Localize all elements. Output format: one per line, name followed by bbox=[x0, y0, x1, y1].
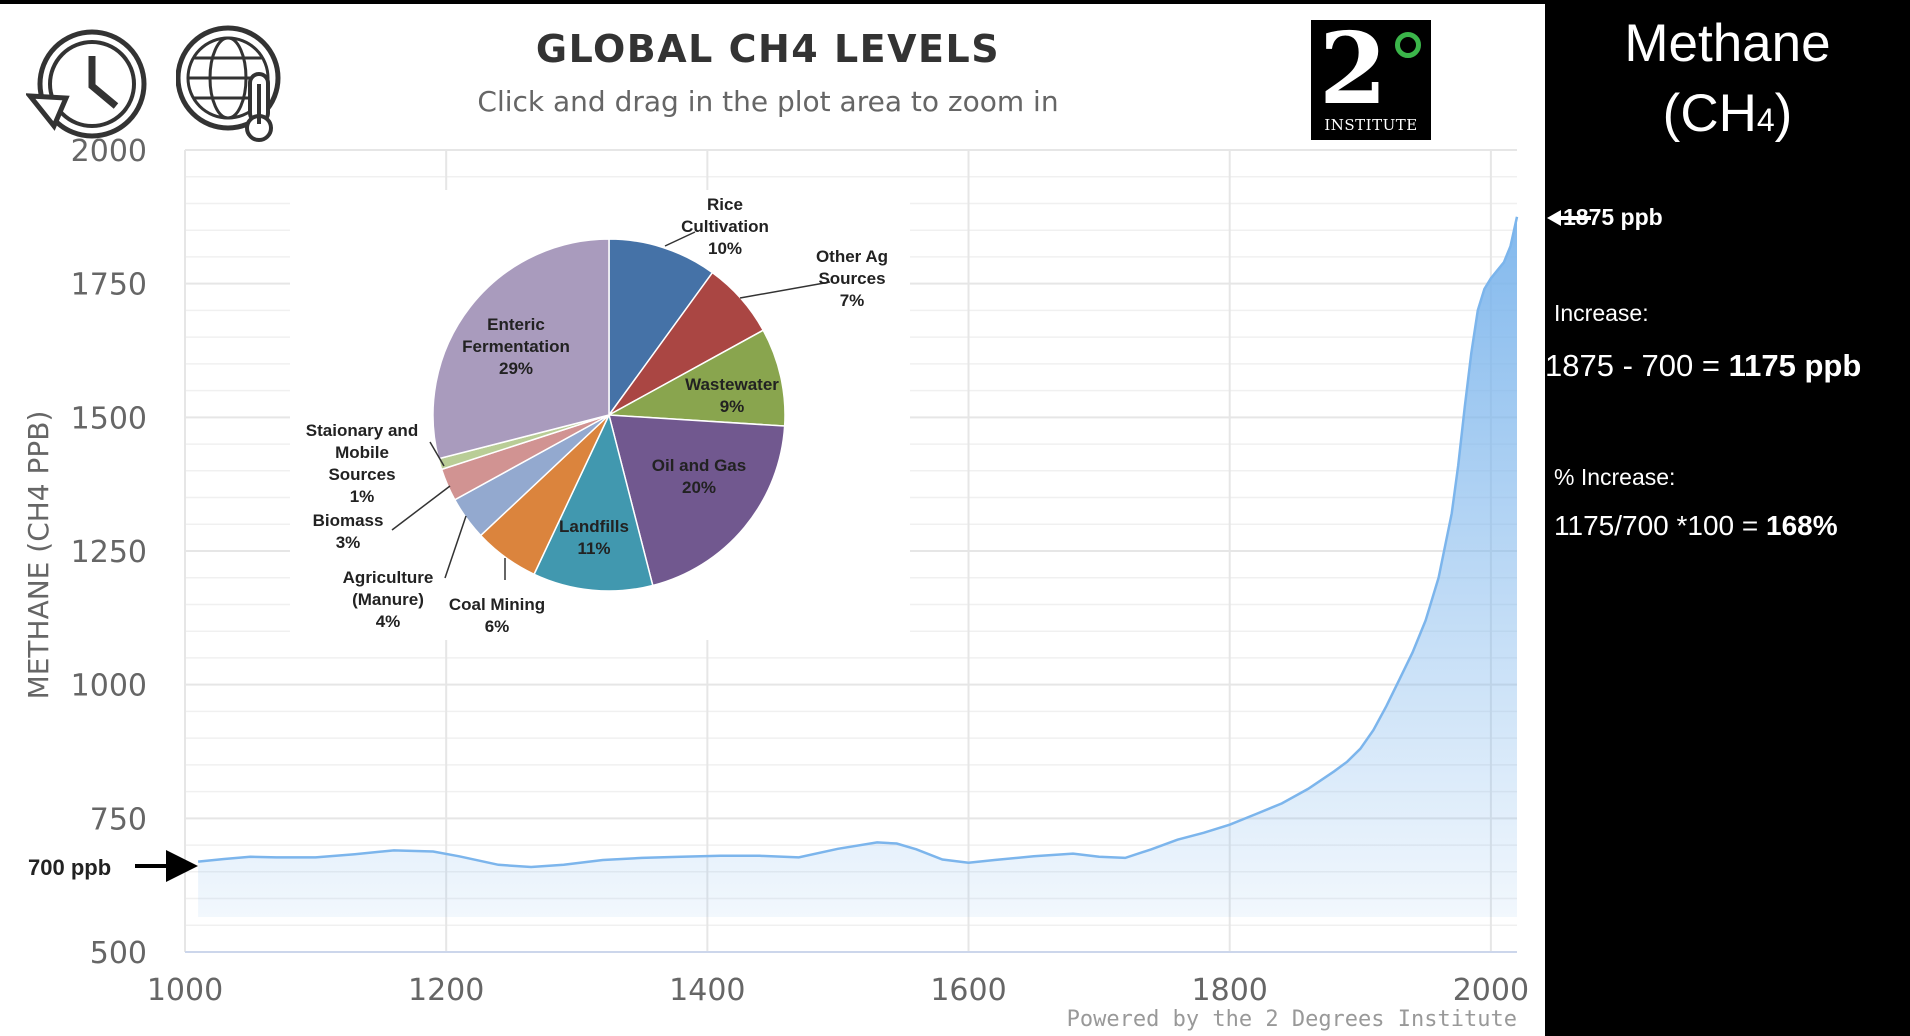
pie-slice-label: Oil and Gas 20% bbox=[652, 456, 746, 497]
methane-info-panel: Methane (CH4) 1875 ppb Increase: 1875 - … bbox=[1545, 0, 1910, 1036]
y-tick-label: 1000 bbox=[71, 669, 147, 704]
pct-result: 168% bbox=[1766, 510, 1838, 541]
methane-area-chart[interactable]: 500 750 1000 1250 1500 1750 2000 1000 1200 1400 16… bbox=[0, 0, 1545, 1036]
y-tick-label: 2000 bbox=[71, 134, 147, 169]
panel-title-line2: (CH4) bbox=[1545, 86, 1910, 148]
increase-result: 1175 ppb bbox=[1728, 348, 1862, 383]
right-arrow bbox=[1547, 210, 1591, 226]
y-tick-label: 750 bbox=[90, 802, 147, 837]
x-tick-label: 2000 bbox=[1453, 973, 1529, 1008]
pct-increase-formula: 1175/700 *100 = 168% bbox=[1554, 510, 1838, 542]
panel-title-line1: Methane bbox=[1624, 14, 1831, 73]
pct-formula-text: 1175/700 *100 = bbox=[1554, 510, 1767, 541]
logo-text: INSTITUTE bbox=[1324, 116, 1418, 134]
area-layer bbox=[197, 216, 1519, 918]
increase-formula-text: 1875 - 700 = bbox=[1545, 348, 1729, 383]
chart-title: GLOBAL CH4 LEVELS bbox=[536, 27, 1000, 71]
panel-title-suffix: ) bbox=[1774, 84, 1793, 143]
pie-leader-line bbox=[664, 231, 696, 247]
right-arrow-label: 1875 ppb bbox=[1563, 204, 1663, 230]
chart-subtitle: Click and drag in the plot area to zoom … bbox=[477, 85, 1058, 118]
axis-layer: 500 750 1000 1250 1500 1750 2000 1000 1200 1400 16… bbox=[71, 134, 1529, 1008]
x-tick-label: 1800 bbox=[1192, 973, 1268, 1008]
pie-slice-label: Staionary and Mobile Sources 1% bbox=[306, 421, 418, 506]
pct-increase-label: % Increase: bbox=[1554, 464, 1676, 490]
increase-formula: 1875 - 700 = 1175 ppb bbox=[1545, 348, 1861, 384]
institute-logo[interactable]: 2 INSTITUTE bbox=[1311, 20, 1431, 140]
pie-slice-label: Landfills 11% bbox=[559, 517, 629, 558]
y-tick-label: 1750 bbox=[71, 268, 147, 303]
pie-slice-label: Rice Cultivation 10% bbox=[681, 195, 769, 258]
globe-thermometer-icon[interactable] bbox=[175, 24, 286, 144]
x-tick-label: 1000 bbox=[147, 973, 223, 1008]
methane-series-line bbox=[197, 216, 1519, 869]
logo-number: 2 bbox=[1319, 12, 1388, 127]
pie-slice-label: Biomass 3% bbox=[313, 511, 384, 552]
left-arrow-label: 700 ppb bbox=[28, 855, 111, 880]
y-axis-title: METHANE (CH4 PPB) bbox=[22, 411, 55, 700]
pie-slice bbox=[608, 238, 714, 418]
y-tick-label: 1500 bbox=[71, 401, 147, 436]
y-tick-label: 500 bbox=[90, 936, 147, 971]
panel-title-prefix: (CH bbox=[1662, 84, 1757, 143]
x-tick-label: 1600 bbox=[930, 973, 1006, 1008]
pie-leader-line bbox=[444, 515, 467, 579]
pie-slice bbox=[432, 238, 610, 460]
history-icon[interactable] bbox=[24, 26, 152, 146]
pie-leader-line bbox=[739, 281, 831, 299]
pie-slice-label: Agriculture (Manure) 4% bbox=[343, 568, 434, 631]
pie-slice-label: Coal Mining 6% bbox=[449, 595, 545, 636]
methane-area-fill bbox=[198, 216, 1518, 918]
x-tick-label: 1400 bbox=[669, 973, 745, 1008]
pie-slice-label: Wastewater 9% bbox=[685, 375, 779, 416]
credit-text[interactable]: Powered by the 2 Degrees Institute bbox=[1067, 1007, 1517, 1032]
increase-label: Increase: bbox=[1554, 300, 1649, 326]
pie-slice bbox=[608, 414, 786, 587]
pie-slice-label: Enteric Fermentation 29% bbox=[462, 315, 570, 378]
x-tick-label: 1200 bbox=[408, 973, 484, 1008]
pie-leader-line bbox=[429, 441, 445, 467]
y-tick-label: 1250 bbox=[71, 535, 147, 570]
degree-circle-icon bbox=[1395, 32, 1421, 58]
pie-slice bbox=[533, 412, 654, 592]
panel-title-sub: 4 bbox=[1756, 102, 1775, 138]
pie-chart-sources: Rice Cultivation 10% Other Ag Sources 7% Waste… bbox=[290, 190, 910, 640]
pie-slice-label: Other Ag Sources 7% bbox=[816, 247, 888, 310]
pie-leader-line bbox=[391, 485, 451, 531]
pie-slice bbox=[606, 329, 786, 427]
